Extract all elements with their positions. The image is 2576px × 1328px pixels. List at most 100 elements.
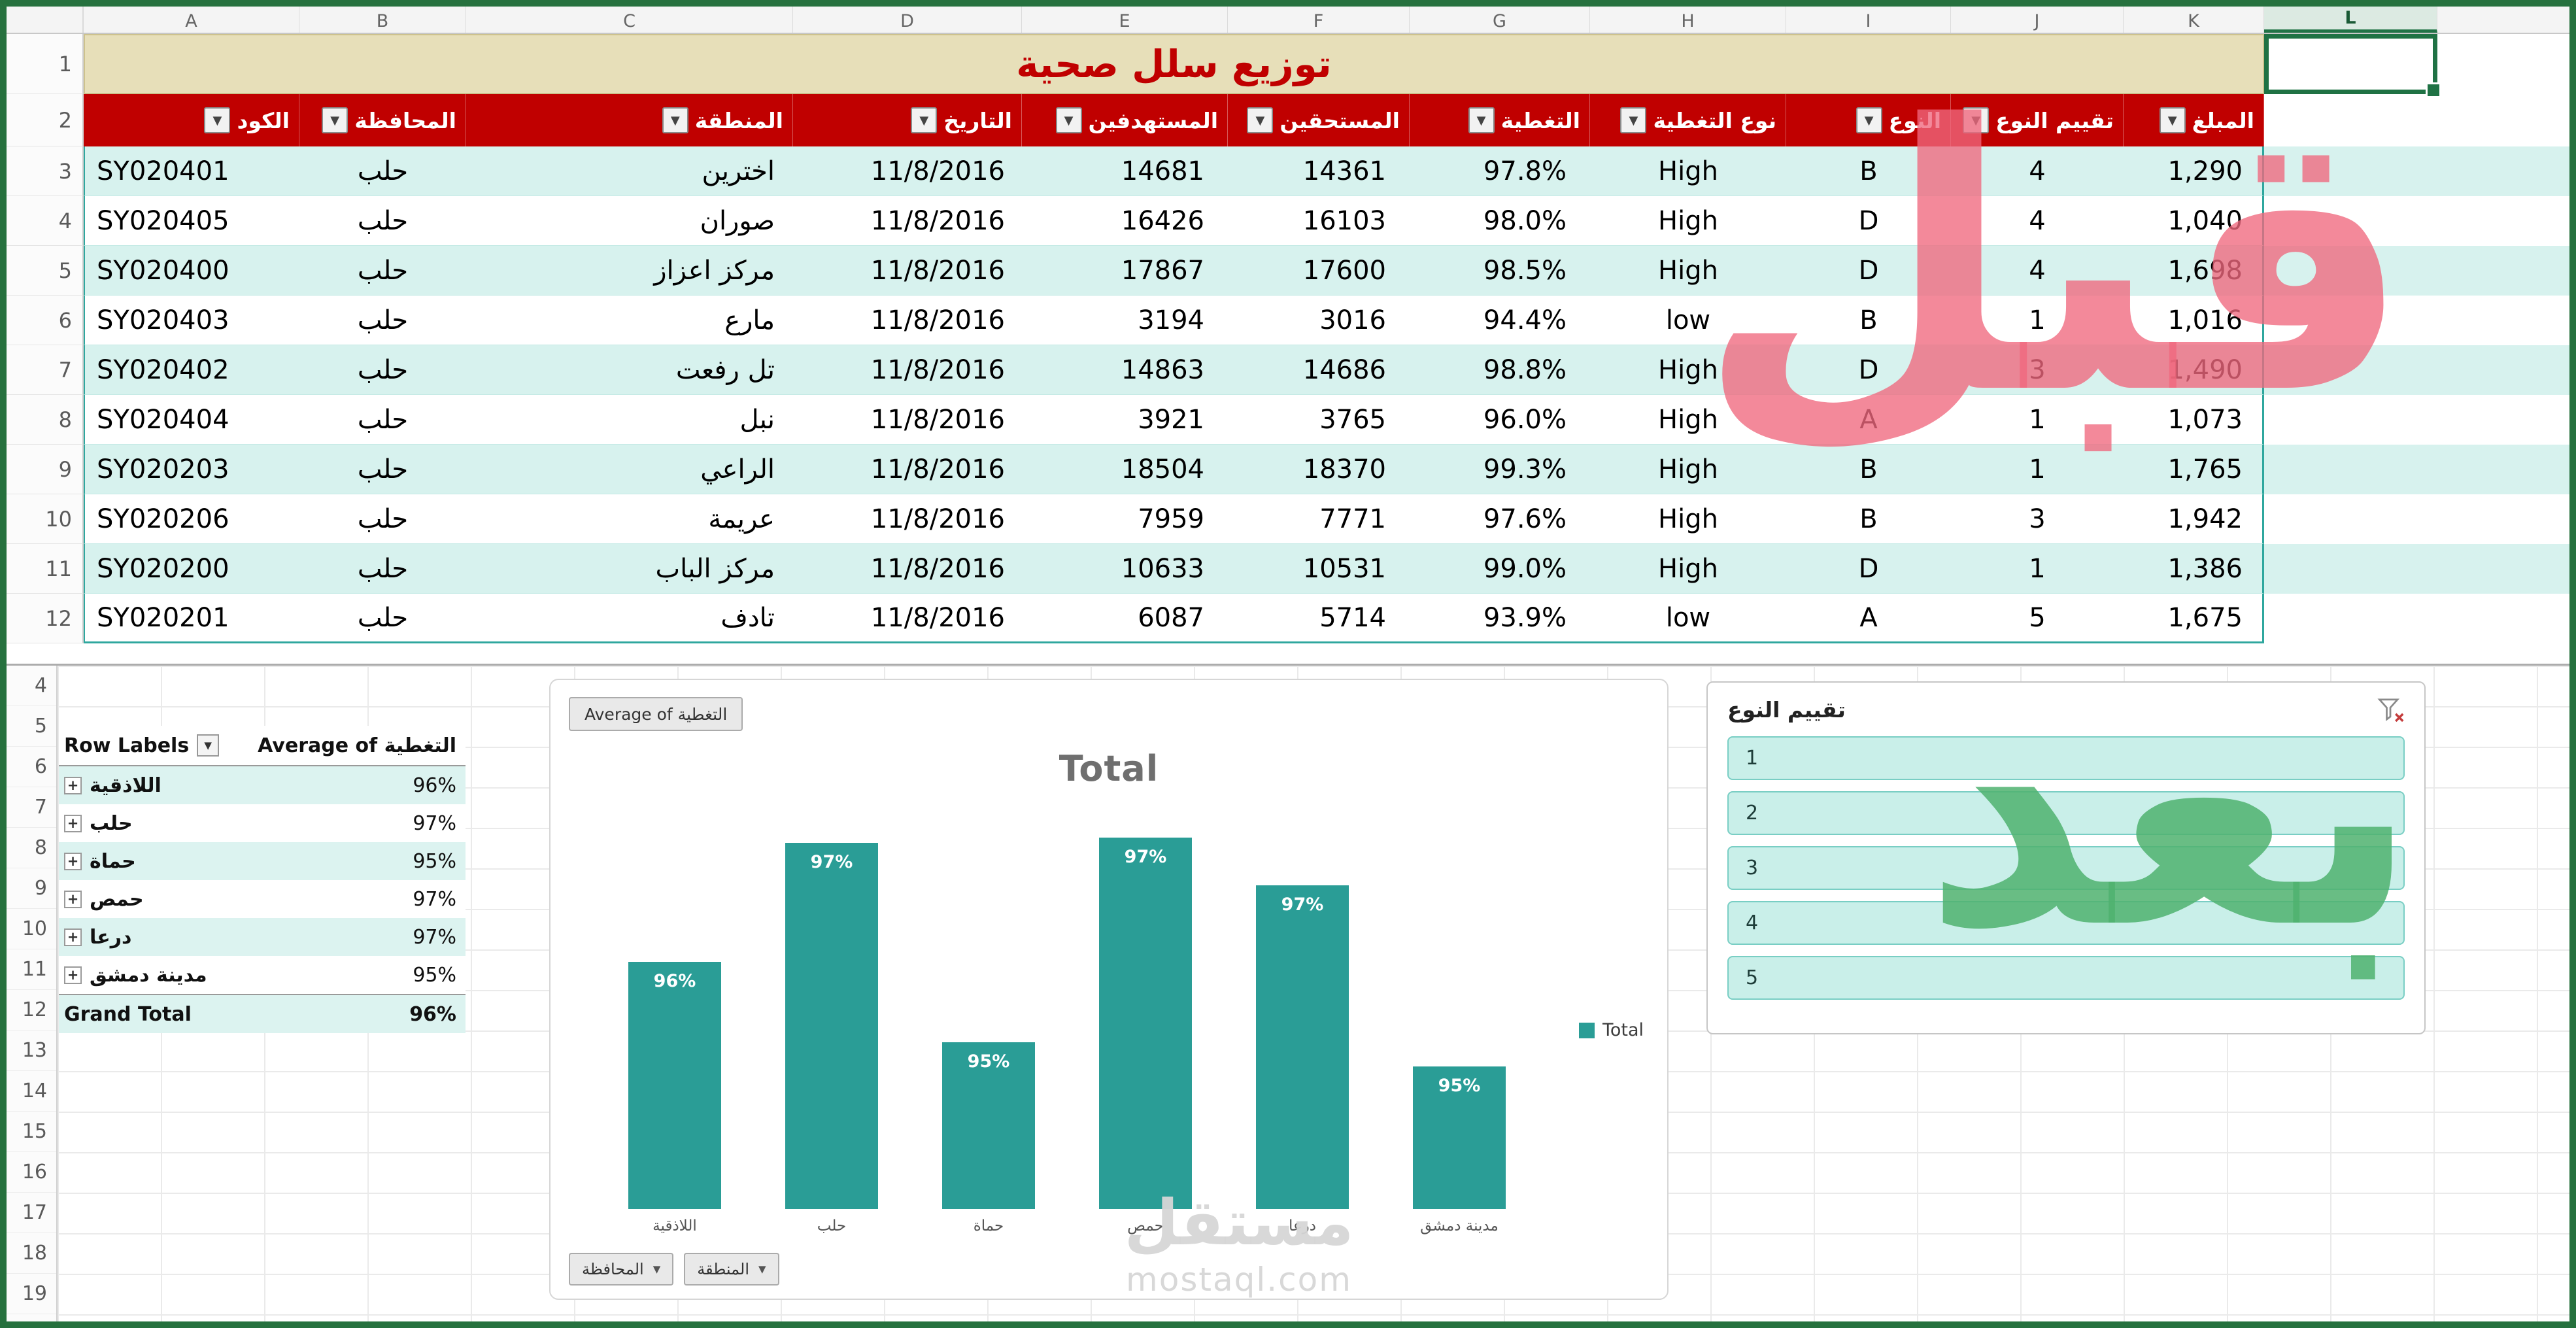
cell-code[interactable]: SY020201 [84, 594, 299, 643]
expand-icon[interactable] [64, 966, 82, 984]
row-number[interactable]: 19 [7, 1274, 56, 1314]
cell-governorate[interactable]: حلب [299, 594, 466, 643]
slicer-item[interactable]: 1 [1727, 736, 2405, 780]
cell-region[interactable]: تل رفعت [466, 345, 793, 395]
cell-targeted[interactable]: 17867 [1022, 246, 1228, 296]
slicer-item[interactable]: 5 [1727, 956, 2405, 1000]
chart-bar[interactable]: 96% [628, 962, 721, 1209]
row-number[interactable]: 2 [7, 94, 84, 146]
cell-governorate[interactable]: حلب [299, 494, 466, 544]
cell-targeted[interactable]: 18504 [1022, 445, 1228, 494]
column-letter[interactable]: K [2124, 7, 2264, 33]
column-letter[interactable]: L [2264, 7, 2437, 33]
row-number[interactable]: 7 [7, 345, 84, 395]
row-number[interactable]: 8 [7, 395, 84, 445]
column-letter[interactable]: C [466, 7, 793, 33]
cell-targeted[interactable]: 16426 [1022, 196, 1228, 246]
row-number[interactable]: 4 [7, 666, 56, 706]
cell-eligible[interactable]: 16103 [1228, 196, 1410, 246]
cell-governorate[interactable]: حلب [299, 196, 466, 246]
pivot-row[interactable]: حمص 97% [59, 880, 466, 918]
cell-governorate[interactable]: حلب [299, 146, 466, 196]
cell-code[interactable]: SY020403 [84, 296, 299, 345]
cell-governorate[interactable]: حلب [299, 395, 466, 445]
expand-icon[interactable] [64, 890, 82, 908]
cell-date[interactable]: 11/8/2016 [793, 296, 1022, 345]
chart-bar[interactable]: 97% [1256, 885, 1349, 1209]
row-number[interactable]: 13 [7, 1030, 56, 1071]
cell-coverage[interactable]: 99.3% [1410, 445, 1590, 494]
cell-type-rating[interactable]: 4 [1951, 196, 2124, 246]
row-number[interactable]: 17 [7, 1193, 56, 1233]
column-letter[interactable]: A [84, 7, 299, 33]
cell-type-rating[interactable]: 5 [1951, 594, 2124, 643]
cell-coverage-type[interactable]: High [1590, 196, 1786, 246]
column-header[interactable]: نوع التغطية [1590, 94, 1786, 146]
cell-type[interactable]: B [1786, 494, 1951, 544]
cell-amount[interactable]: 1,942 [2124, 494, 2264, 544]
cell-coverage-type[interactable]: High [1590, 494, 1786, 544]
cell-governorate[interactable]: حلب [299, 345, 466, 395]
cell-region[interactable]: الراعي [466, 445, 793, 494]
cell-type[interactable]: D [1786, 544, 1951, 594]
cell-amount[interactable]: 1,675 [2124, 594, 2264, 643]
cell-governorate[interactable]: حلب [299, 445, 466, 494]
cell-date[interactable]: 11/8/2016 [793, 146, 1022, 196]
cell-code[interactable]: SY020203 [84, 445, 299, 494]
cell-type-rating[interactable]: 1 [1951, 395, 2124, 445]
cell-coverage-type[interactable]: High [1590, 395, 1786, 445]
cell-region[interactable]: نبل [466, 395, 793, 445]
cell-coverage[interactable]: 97.6% [1410, 494, 1590, 544]
cell-amount[interactable]: 1,765 [2124, 445, 2264, 494]
cell-coverage[interactable]: 97.8% [1410, 146, 1590, 196]
cell-type[interactable]: D [1786, 196, 1951, 246]
column-letter[interactable]: G [1410, 7, 1590, 33]
pivot-row[interactable]: حلب 97% [59, 804, 466, 842]
cell-targeted[interactable]: 14681 [1022, 146, 1228, 196]
row-number[interactable]: 12 [7, 990, 56, 1030]
column-letter[interactable]: I [1786, 7, 1951, 33]
row-labels-dropdown-icon[interactable] [197, 734, 220, 757]
slicer-item[interactable]: 2 [1727, 791, 2405, 835]
axis-field-button[interactable]: المحافظة [569, 1253, 674, 1285]
cell-type[interactable]: B [1786, 146, 1951, 196]
column-header[interactable]: التغطية [1410, 94, 1590, 146]
row-number[interactable]: 1 [7, 34, 84, 94]
cell-eligible[interactable]: 3016 [1228, 296, 1410, 345]
cell-amount[interactable]: 1,490 [2124, 345, 2264, 395]
cell-type[interactable]: B [1786, 445, 1951, 494]
cell-type-rating[interactable]: 1 [1951, 296, 2124, 345]
cell-coverage-type[interactable]: low [1590, 296, 1786, 345]
pivot-row[interactable]: حماة 95% [59, 842, 466, 880]
cell-type[interactable]: A [1786, 395, 1951, 445]
cell-date[interactable]: 11/8/2016 [793, 594, 1022, 643]
row-number[interactable]: 5 [7, 706, 56, 747]
cell-coverage[interactable]: 98.8% [1410, 345, 1590, 395]
cell-code[interactable]: SY020200 [84, 544, 299, 594]
column-letter[interactable]: H [1590, 7, 1786, 33]
cell-date[interactable]: 11/8/2016 [793, 345, 1022, 395]
expand-icon[interactable] [64, 814, 82, 832]
row-number[interactable]: 9 [7, 868, 56, 909]
filter-dropdown-icon[interactable] [2159, 107, 2186, 133]
cell-coverage[interactable]: 93.9% [1410, 594, 1590, 643]
cell-targeted[interactable]: 7959 [1022, 494, 1228, 544]
column-header[interactable]: النوع [1786, 94, 1951, 146]
expand-icon[interactable] [64, 928, 82, 946]
filter-dropdown-icon[interactable] [1468, 107, 1495, 133]
cell-amount[interactable]: 1,073 [2124, 395, 2264, 445]
cell-type-rating[interactable]: 1 [1951, 445, 2124, 494]
cell-amount[interactable]: 1,698 [2124, 246, 2264, 296]
pivot-row[interactable]: درعا 97% [59, 918, 466, 956]
row-number[interactable]: 11 [7, 949, 56, 990]
column-letter[interactable]: F [1228, 7, 1410, 33]
row-number[interactable]: 12 [7, 594, 84, 643]
column-header[interactable]: المحافظة [299, 94, 466, 146]
chart-bar[interactable]: 95% [1413, 1066, 1506, 1209]
row-number[interactable]: 4 [7, 196, 84, 246]
cell-coverage-type[interactable]: low [1590, 594, 1786, 643]
row-number[interactable]: 6 [7, 747, 56, 787]
sheet-title-cell[interactable]: توزيع سلل صحية [84, 34, 2264, 94]
cell-type-rating[interactable]: 1 [1951, 544, 2124, 594]
cell-type[interactable]: D [1786, 246, 1951, 296]
